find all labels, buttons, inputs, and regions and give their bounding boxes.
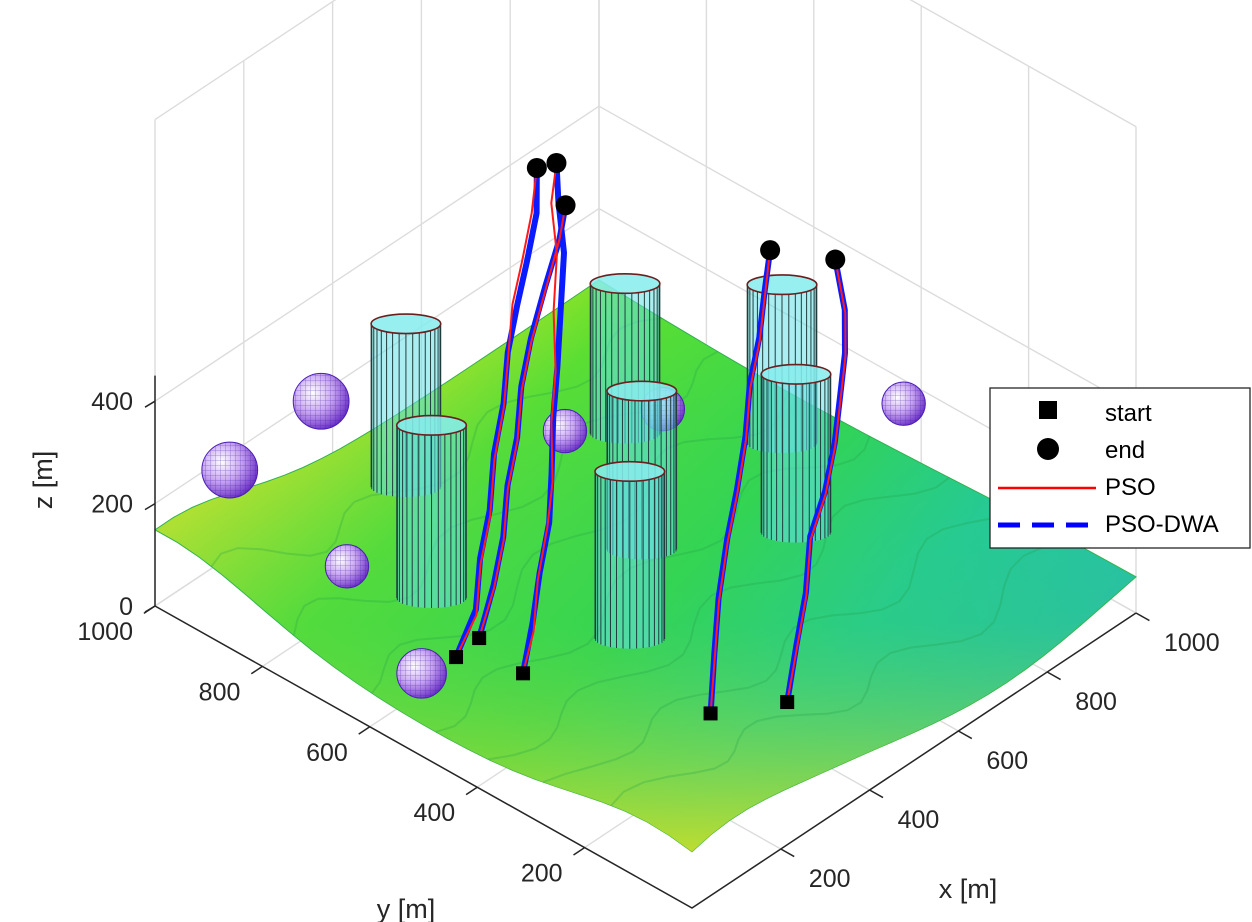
end-marker [526,157,547,178]
legend-label: PSO [1105,474,1156,501]
back-pane-y [155,0,599,606]
legend-label: start [1105,400,1152,427]
sphere-mesh [325,544,369,589]
sphere-mesh [201,442,258,498]
y-tick-label: 1000 [77,618,133,646]
floor-axis-line [154,605,1137,909]
cylinder-obstacle [594,460,666,649]
path-lines [449,153,848,721]
y-tick [465,786,478,796]
terrain-ridge [542,510,1016,784]
start-marker [472,631,487,646]
x-axis-label: x [m] [939,874,998,904]
y-axis-label: y [m] [377,894,436,922]
cylinder-top [589,273,661,295]
x-tick [869,789,884,799]
legend: start end PSO PSO-DWA [989,387,1251,549]
x-tick-label: 200 [809,865,851,893]
grid-line [154,0,1137,128]
sphere-mesh [293,373,350,430]
start-marker [780,695,795,710]
z-tick [144,502,156,511]
legend-label: PSO-DWA [1105,511,1219,538]
obstacles [201,273,1097,699]
y-tick-label: 600 [306,739,348,767]
z-tick-label: 200 [91,491,133,519]
z-tick-label: 0 [119,593,133,621]
y-tick-label: 400 [413,799,455,827]
terrain-ridge [488,476,950,761]
pso-path [522,162,558,674]
axis-labels: x [m] y [m] z [m] [28,451,997,922]
y-tick-label: 800 [199,678,241,706]
z-tick-label: 400 [91,388,133,416]
start-marker [703,706,718,721]
y-tick [573,846,586,856]
cylinder-top [760,363,832,385]
end-marker [825,249,846,270]
cylinder-top [746,274,818,296]
x-tick [1046,671,1061,681]
pso-path [786,259,847,703]
pso-path [709,250,772,714]
terrain-ridge [610,539,1070,807]
grid-line [154,105,1137,409]
legend-swatch-end [1037,438,1059,460]
x-tick-label: 600 [986,747,1028,775]
x-tick-label: 400 [898,806,940,834]
x-tick [958,730,973,740]
cylinder-top [594,460,666,483]
y-tick [358,726,371,735]
y-tick-label: 200 [521,860,563,888]
pso-path [455,167,538,658]
sphere-mesh [881,381,926,426]
x-tick-label: 1000 [1164,629,1220,657]
x-tick-label: 800 [1075,688,1117,716]
end-marker [546,153,567,173]
start-marker [516,666,531,681]
sphere-mesh [396,648,447,699]
z-tick [144,605,156,613]
z-tick [144,400,156,408]
end-marker [760,240,781,261]
z-axis-label: z [m] [28,451,58,510]
end-marker [555,195,576,216]
y-tick [250,665,263,675]
start-marker [449,650,464,665]
legend-swatch-start [1039,401,1057,419]
x-tick [780,848,795,858]
pso-path [478,205,567,639]
terrain-ridge [370,391,790,694]
x-tick [1135,612,1150,622]
cylinder-obstacle [395,414,468,609]
cylinder-top [370,313,442,335]
cylinder-top [395,414,468,436]
legend-label: end [1105,437,1145,464]
legend-box [989,387,1251,549]
cylinder-obstacle [760,363,832,543]
cylinder-top [606,380,678,402]
axis-lines [143,375,1150,909]
